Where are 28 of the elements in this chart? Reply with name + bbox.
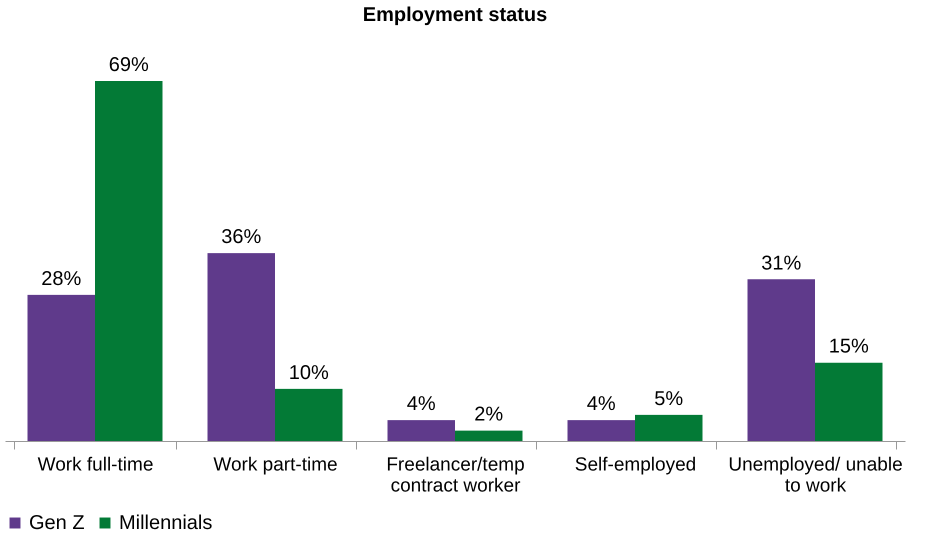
bar — [388, 420, 455, 441]
data-label: 4% — [406, 393, 436, 416]
data-label: 31% — [761, 252, 802, 274]
bar — [815, 362, 882, 441]
data-label: 69% — [108, 54, 149, 76]
x-tick-label: Unemployed/ unable to work — [728, 454, 903, 496]
x-tick-label: Self-employed — [574, 454, 696, 476]
bar — [748, 279, 815, 441]
data-label: 28% — [41, 268, 82, 290]
x-tick-label: Freelancer/temp contract worker — [386, 454, 525, 496]
legend-label: Millennials — [119, 512, 212, 534]
bar — [28, 294, 95, 441]
data-label: 2% — [474, 404, 504, 426]
data-label: 10% — [288, 362, 329, 384]
bar — [568, 420, 635, 441]
legend-label: Gen Z — [29, 512, 85, 534]
bar — [275, 388, 342, 441]
x-tick-label: Work part-time — [213, 454, 338, 476]
bar — [208, 253, 275, 441]
bar — [635, 414, 702, 441]
data-label: 4% — [586, 393, 616, 416]
data-label: 36% — [221, 226, 262, 248]
data-label: 5% — [654, 388, 684, 410]
data-label: 15% — [828, 336, 869, 358]
bar — [455, 430, 522, 441]
bar — [95, 81, 162, 441]
x-tick-label: Work full-time — [38, 454, 154, 476]
chart-title: Employment status — [362, 4, 548, 26]
